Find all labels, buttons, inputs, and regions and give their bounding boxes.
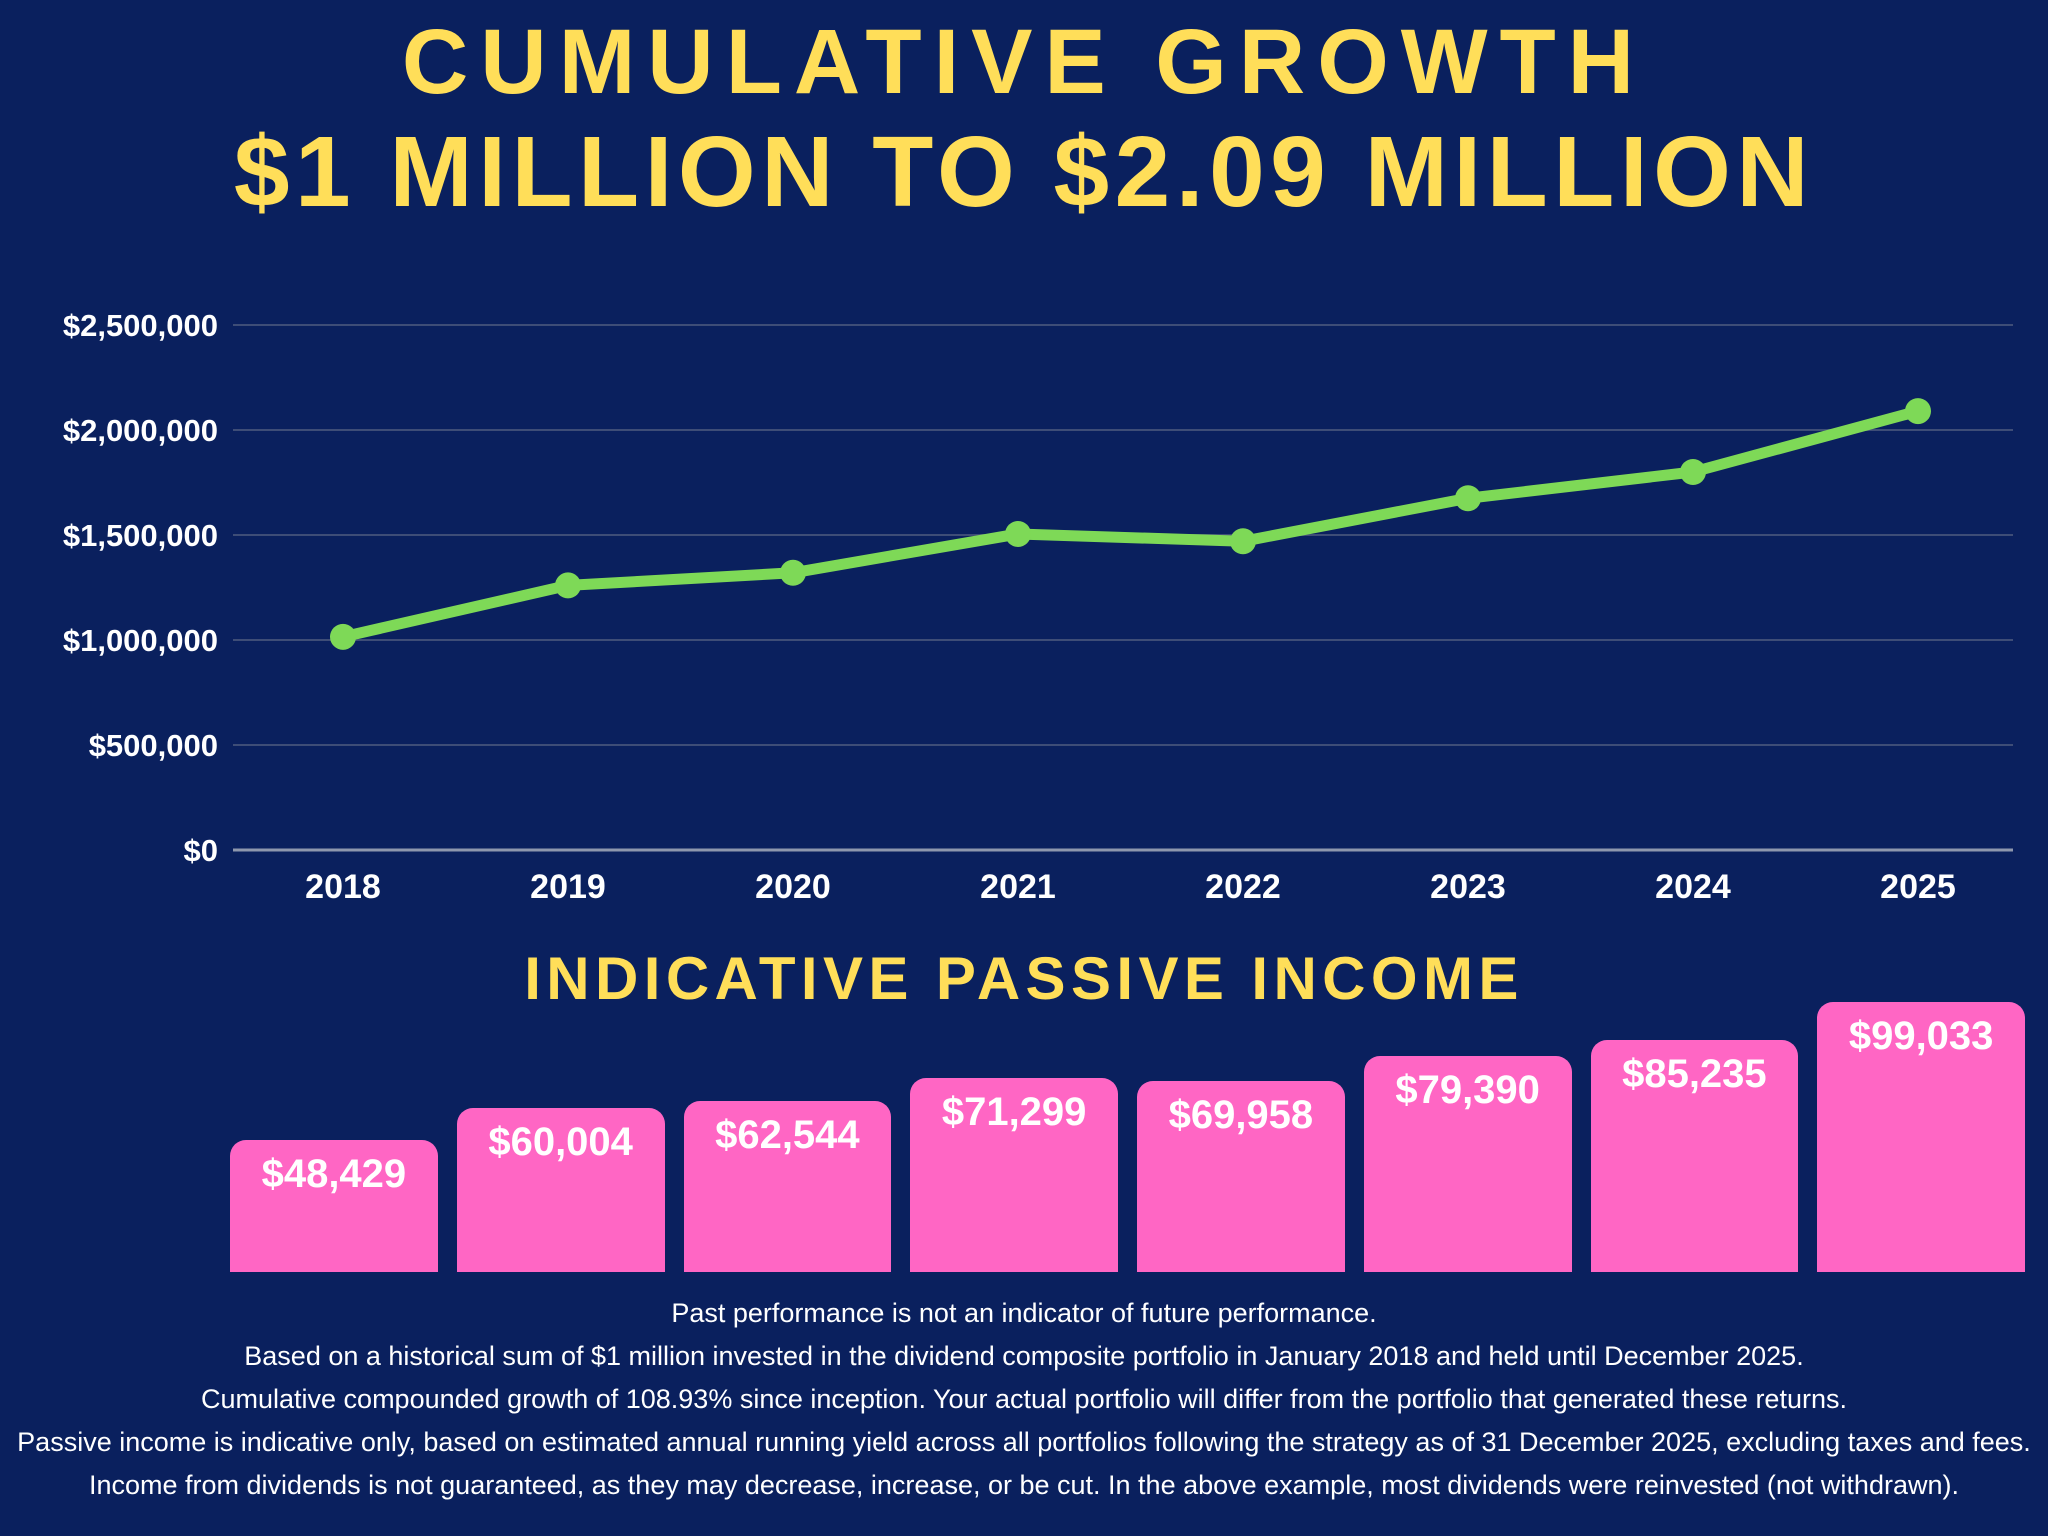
bar-2021: $71,299 xyxy=(910,1078,1118,1272)
data-point-2021 xyxy=(1005,520,1031,547)
title-line-2: $1 MILLION TO $2.09 MILLION xyxy=(233,116,1815,228)
growth-line xyxy=(337,405,1924,643)
disclaimer-line: Income from dividends is not guaranteed,… xyxy=(89,1470,1959,1500)
x-axis-label: 2020 xyxy=(755,868,831,906)
x-axis-label: 2024 xyxy=(1655,868,1731,906)
bar-value-label: $85,235 xyxy=(1622,1052,1767,1096)
y-axis-label: $1,000,000 xyxy=(63,623,218,658)
x-axis-label: 2025 xyxy=(1880,868,1956,906)
disclaimer-line: Cumulative compounded growth of 108.93% … xyxy=(201,1384,1847,1414)
data-point-2025 xyxy=(1905,398,1931,425)
title-line-1: CUMULATIVE GROWTH xyxy=(401,11,1647,113)
bar-2023: $79,390 xyxy=(1363,1056,1572,1272)
bar-value-label: $79,390 xyxy=(1395,1068,1540,1112)
bar-value-label: $62,544 xyxy=(715,1113,860,1157)
x-axis-label: 2019 xyxy=(530,868,606,906)
bar-2020: $62,544 xyxy=(683,1101,892,1272)
y-axis-label: $500,000 xyxy=(89,728,218,763)
bar-value-label: $99,033 xyxy=(1848,1014,1994,1058)
disclaimer-line: Passive income is indicative only, based… xyxy=(17,1427,2031,1457)
y-axis-label: $1,500,000 xyxy=(63,518,218,553)
disclaimer-line: Past performance is not an indicator of … xyxy=(671,1298,1377,1328)
data-point-2023 xyxy=(1455,485,1481,512)
data-point-2020 xyxy=(780,559,806,586)
passive-income-title: INDICATIVE PASSIVE INCOME xyxy=(524,945,1524,1012)
data-point-2018 xyxy=(330,623,356,650)
y-axis-label: $2,500,000 xyxy=(63,308,218,343)
x-axis-label: 2023 xyxy=(1430,868,1506,906)
bar-2024: $85,235 xyxy=(1590,1040,1799,1272)
x-axis-label: 2018 xyxy=(305,868,381,906)
data-point-2019 xyxy=(555,572,581,599)
bar-2018: $48,429 xyxy=(230,1140,438,1272)
disclaimer-line: Based on a historical sum of $1 million … xyxy=(244,1341,1804,1371)
bar-2019: $60,004 xyxy=(456,1108,665,1272)
x-axis-label: 2022 xyxy=(1205,868,1281,906)
y-axis-label: $0 xyxy=(184,833,218,868)
data-point-2022 xyxy=(1230,528,1256,555)
bar-value-label: $60,004 xyxy=(488,1120,633,1164)
y-axis-label: $2,000,000 xyxy=(63,413,218,448)
disclaimer-footer: Past performance is not an indicator of … xyxy=(0,1292,2048,1507)
data-point-2024 xyxy=(1680,459,1706,485)
bar-value-label: $69,958 xyxy=(1168,1093,1314,1137)
bar-2025: $99,033 xyxy=(1817,1002,2025,1272)
bar-value-label: $48,429 xyxy=(261,1152,407,1196)
x-axis-label: 2021 xyxy=(980,868,1056,906)
bar-2022: $69,958 xyxy=(1137,1081,1345,1272)
passive-income-bar-chart: $48,429 $60,004 $62,544 $71,299 $69,958 $79,3… xyxy=(230,1002,2025,1272)
cumulative-growth-line-chart: $2,500,000 $2,000,000 $1,500,000 $1,000,000… xyxy=(63,308,2013,906)
bar-value-label: $71,299 xyxy=(941,1090,1087,1134)
header: CUMULATIVE GROWTH $1 MILLION TO $2.09 MI… xyxy=(0,0,2048,222)
